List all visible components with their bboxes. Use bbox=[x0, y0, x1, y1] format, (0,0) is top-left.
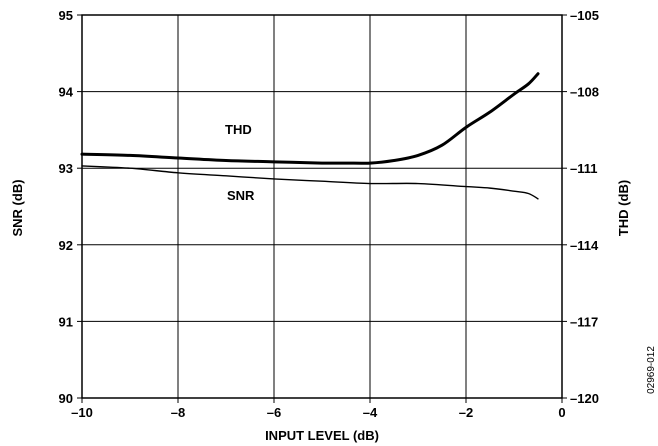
y-left-tick-label: 91 bbox=[59, 314, 73, 329]
x-tick-label: 0 bbox=[558, 405, 565, 420]
y-right-tick-label: –105 bbox=[570, 8, 599, 23]
y-right-tick-label: –120 bbox=[570, 391, 599, 406]
y-left-tick-label: 94 bbox=[59, 85, 74, 100]
y-left-tick-label: 92 bbox=[59, 238, 73, 253]
series-label-thd: THD bbox=[225, 122, 252, 137]
y-right-tick-label: –108 bbox=[570, 85, 599, 100]
x-tick-label: –8 bbox=[171, 405, 185, 420]
series-line-thd bbox=[80, 72, 540, 165]
x-tick-label: –10 bbox=[71, 405, 93, 420]
y-left-tick-label: 90 bbox=[59, 391, 73, 406]
series-lines bbox=[80, 72, 540, 200]
y-right-tick-label: –117 bbox=[570, 314, 598, 329]
y-axis-left-title: SNR (dB) bbox=[10, 179, 25, 236]
y-right-tick-label: –111 bbox=[570, 161, 598, 176]
tick-labels: –10 –8 –6 –4 –2 0 90 91 92 93 94 95 –120 –117 –114 –111… bbox=[59, 8, 599, 420]
x-tick-label: –2 bbox=[459, 405, 473, 420]
series-label-snr: SNR bbox=[227, 188, 255, 203]
y-axis-right-title: THD (dB) bbox=[616, 180, 631, 236]
y-left-tick-label: 93 bbox=[59, 161, 73, 176]
x-tick-label: –6 bbox=[267, 405, 281, 420]
grid bbox=[82, 15, 562, 398]
x-tick-label: –4 bbox=[363, 405, 378, 420]
y-left-tick-label: 95 bbox=[59, 8, 73, 23]
plot-frame bbox=[81, 14, 563, 399]
x-axis-title: INPUT LEVEL (dB) bbox=[265, 428, 379, 443]
y-right-tick-label: –114 bbox=[570, 238, 599, 253]
figure-id: 02969-012 bbox=[646, 346, 657, 394]
series-line-snr bbox=[81, 165, 539, 200]
